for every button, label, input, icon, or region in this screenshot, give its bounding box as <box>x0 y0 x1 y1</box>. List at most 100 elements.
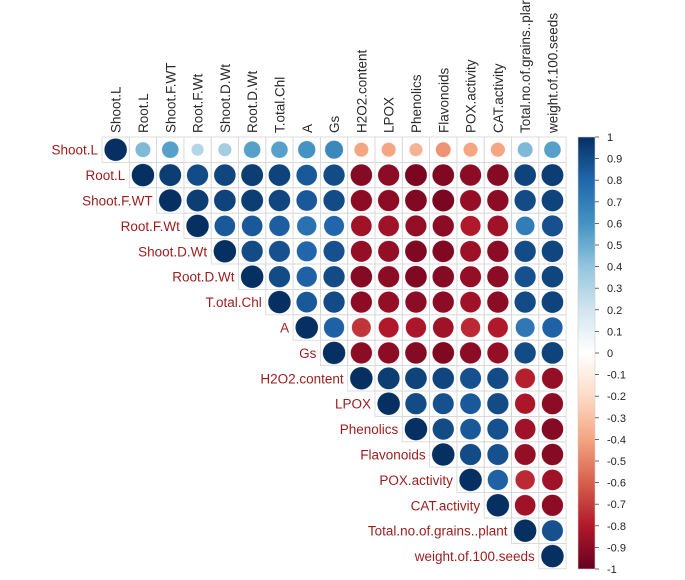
correlation-circle <box>350 240 373 263</box>
correlation-circle <box>460 317 481 338</box>
column-label: Root.D.Wt <box>245 70 260 133</box>
correlation-circle <box>268 265 291 288</box>
correlation-circles <box>103 137 565 568</box>
correlation-circle <box>487 215 509 237</box>
column-label: POX.activity <box>464 59 479 133</box>
correlation-circle <box>350 215 373 237</box>
color-bar-tick-label: -0.5 <box>607 456 626 468</box>
correlation-circle <box>458 468 483 492</box>
column-label: Gs <box>327 115 342 133</box>
correlation-circle <box>267 290 292 314</box>
color-bar-tick-label: -0.2 <box>607 391 626 403</box>
correlation-circle <box>351 317 372 338</box>
correlation-circle <box>404 417 428 441</box>
correlation-circle <box>459 443 482 466</box>
correlation-circle <box>103 137 128 162</box>
correlation-circle <box>459 189 482 212</box>
correlation-circle <box>514 469 536 491</box>
correlation-circle <box>541 316 564 339</box>
correlation-circle <box>543 140 562 159</box>
row-label: A <box>280 321 289 336</box>
correlation-circle <box>322 341 346 365</box>
column-label: Shoot.L <box>109 86 124 133</box>
grid-cell <box>538 543 567 570</box>
correlation-circle <box>459 265 482 288</box>
correlation-circle <box>296 266 318 288</box>
correlation-circle <box>431 367 455 390</box>
row-label: Shoot.F.WT <box>82 194 153 209</box>
color-bar-tick-label: 0.6 <box>607 218 622 230</box>
correlation-circle <box>377 189 400 212</box>
row-label: Total.no.of.grains..plant <box>368 524 508 539</box>
correlation-circle <box>295 164 318 186</box>
row-label: T.otal.Chl <box>206 295 262 310</box>
correlation-circle <box>486 392 509 415</box>
color-bar-tick-label: 0.5 <box>607 240 622 252</box>
color-bar-tick-label: 0.1 <box>607 326 622 338</box>
correlation-circle <box>404 239 428 263</box>
column-label: T.otal.Chl <box>272 77 287 133</box>
correlation-circle <box>486 367 509 390</box>
correlation-circle <box>241 240 264 263</box>
row-label: POX.activity <box>379 473 453 488</box>
correlation-circle <box>515 317 536 338</box>
correlation-circle <box>349 366 374 391</box>
grid-lines <box>101 136 567 570</box>
column-label: Shoot.F.WT <box>163 62 178 133</box>
correlation-circle <box>161 140 180 159</box>
row-label: CAT.activity <box>411 498 481 513</box>
correlation-circle <box>350 163 373 187</box>
row-labels: Shoot.L Root.L Shoot.F.WT Root.F.Wt Shoot.D.… <box>51 143 535 564</box>
correlation-circle <box>240 163 264 187</box>
correlation-circle <box>377 366 401 390</box>
correlation-circle <box>213 163 237 187</box>
correlation-circle <box>459 341 482 365</box>
correlation-circle <box>295 291 318 313</box>
correlation-circle <box>486 443 509 466</box>
correlation-circle <box>459 367 482 390</box>
column-label: Root.F.Wt <box>191 73 206 133</box>
correlation-circle <box>296 215 317 237</box>
correlation-circle <box>353 142 369 158</box>
correlation-circle <box>486 290 509 314</box>
column-label: H2O2.content <box>354 49 369 133</box>
correlation-circle <box>190 143 205 157</box>
correlation-circle <box>323 240 346 263</box>
row-label: weight.of.100.seeds <box>414 549 535 564</box>
correlation-circle <box>459 291 482 313</box>
color-bar <box>577 136 596 570</box>
correlation-circle <box>186 189 209 212</box>
correlation-circle <box>541 290 564 314</box>
correlation-circle <box>404 290 428 314</box>
correlation-circle <box>240 189 264 212</box>
column-label: Shoot.D.Wt <box>218 64 233 133</box>
correlation-circle <box>541 163 564 187</box>
correlation-circle <box>487 316 509 339</box>
correlation-circle <box>432 417 455 441</box>
correlation-circle <box>514 341 537 365</box>
correlation-circle <box>404 392 428 415</box>
column-label: Phenolics <box>409 74 424 133</box>
row-label: Flavonoids <box>360 448 426 463</box>
correlation-circle <box>378 316 400 339</box>
correlation-circle <box>431 239 455 263</box>
color-bar-tick-label: 0.2 <box>607 305 622 317</box>
correlation-circle <box>435 141 452 158</box>
correlation-circle <box>131 163 155 187</box>
correlation-circle <box>514 393 536 415</box>
color-bar-tick-label: -0.3 <box>607 413 626 425</box>
correlation-circle <box>487 469 509 491</box>
correlation-circle <box>459 163 482 187</box>
correlation-circle <box>431 442 455 467</box>
correlation-circle <box>541 341 564 365</box>
correlation-circle <box>213 239 237 264</box>
correlation-circle <box>350 189 373 212</box>
correlation-circle <box>432 316 455 339</box>
color-bar-tick-label: 0.4 <box>607 262 622 274</box>
correlation-circle <box>217 142 232 157</box>
correlation-circle <box>514 240 537 263</box>
correlation-circle <box>268 189 291 212</box>
correlation-circle <box>323 316 345 339</box>
correlation-circle <box>268 215 291 237</box>
row-label: Root.L <box>86 168 126 183</box>
